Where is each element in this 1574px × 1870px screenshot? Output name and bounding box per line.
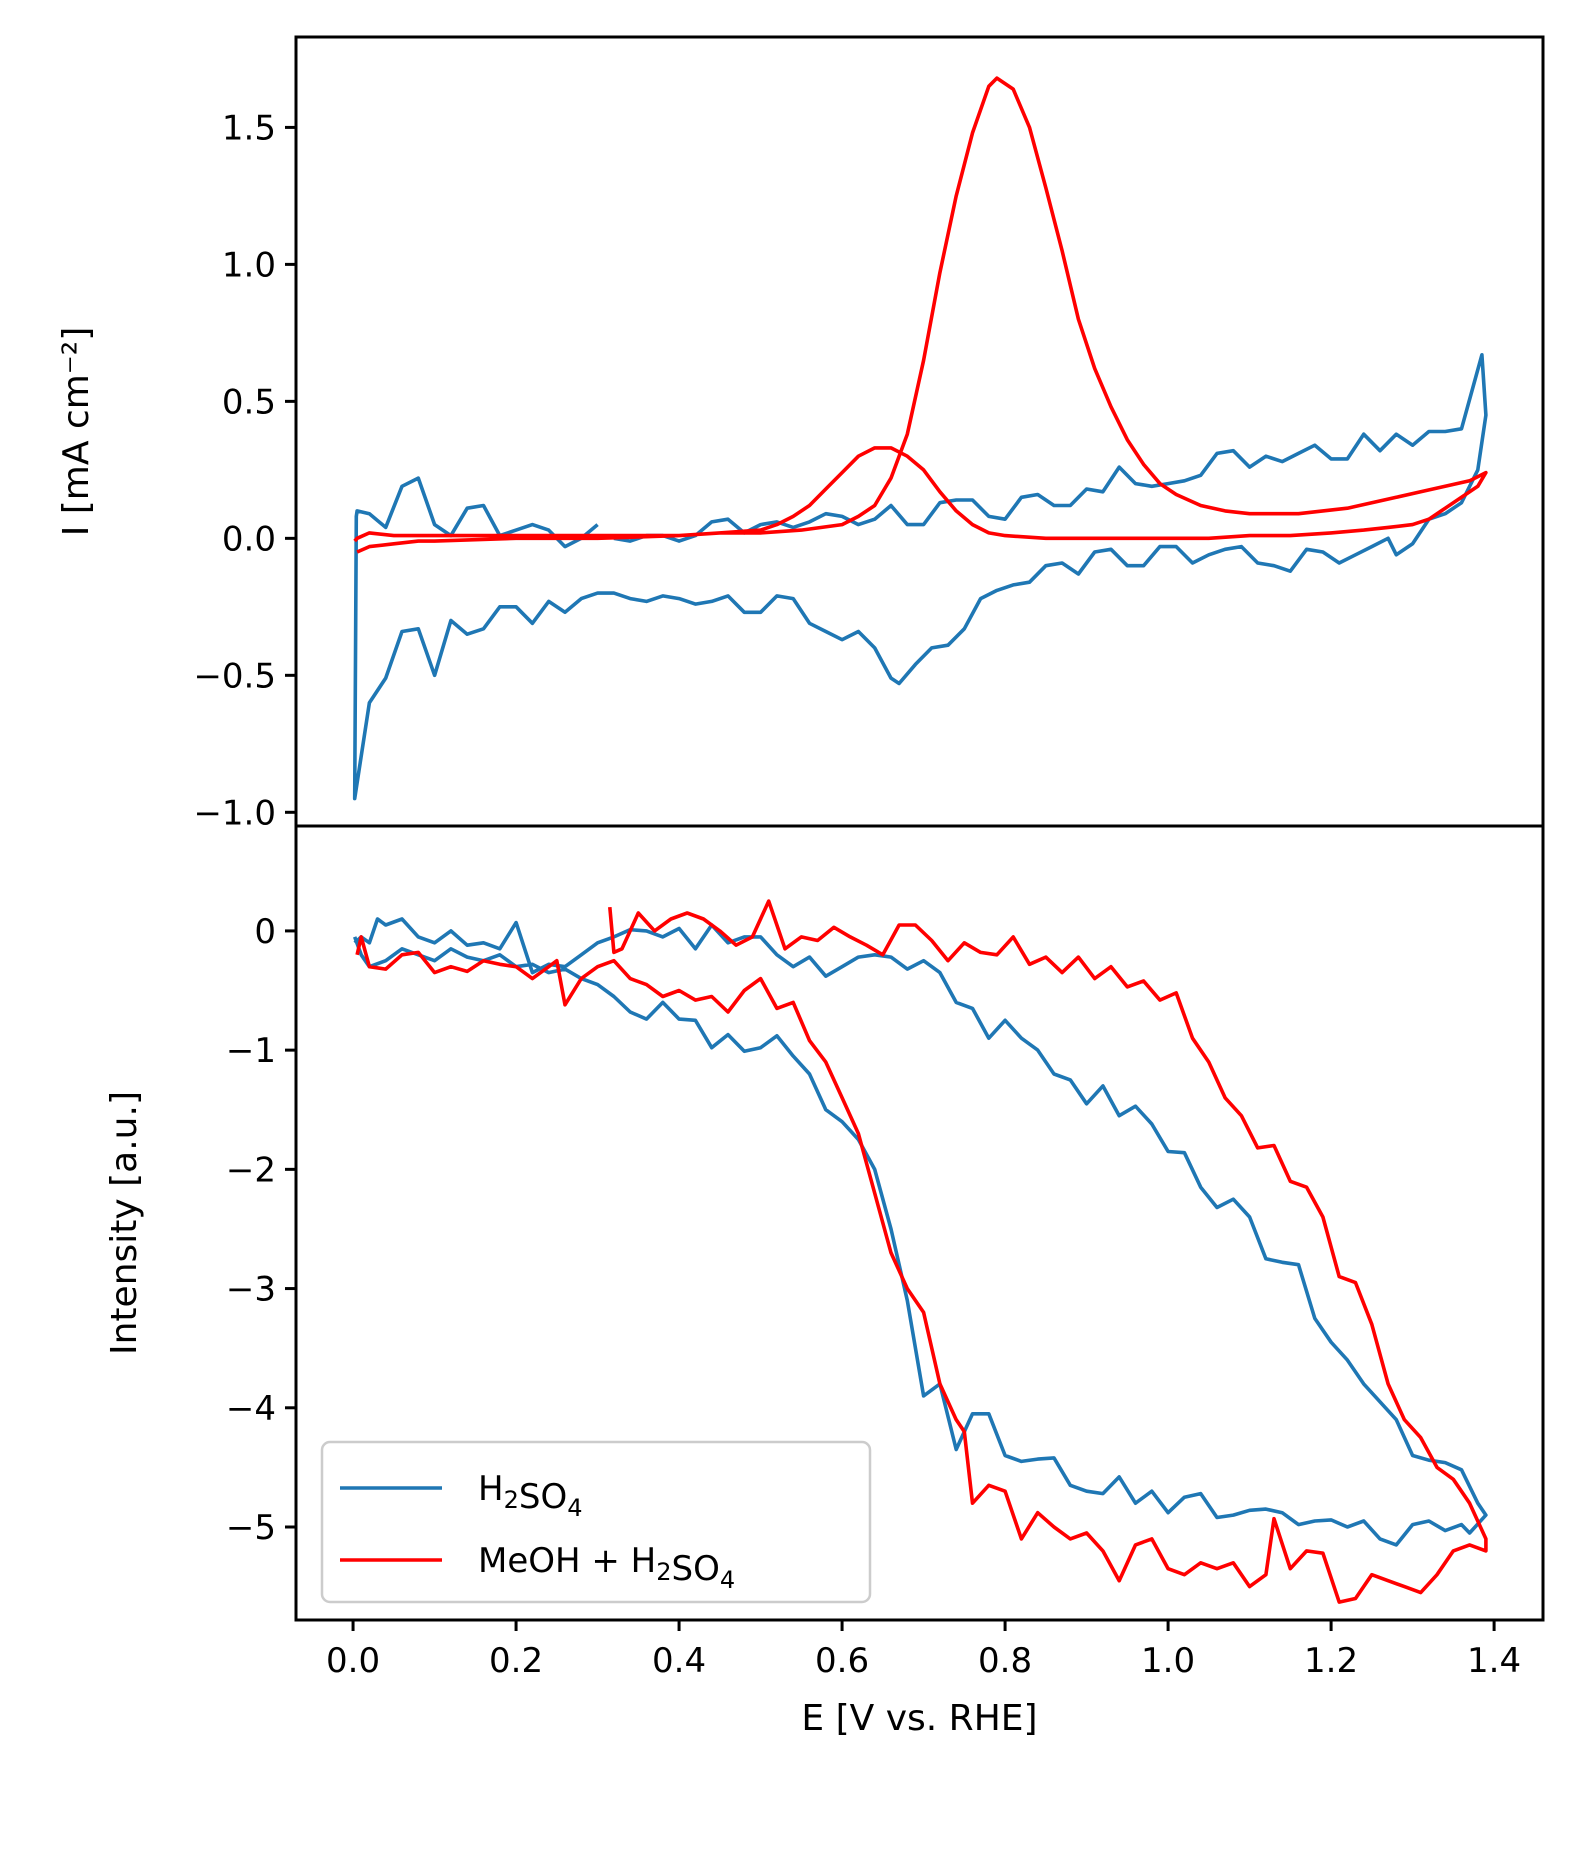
bottom-y-ticks: −5 −4 −3 −2 −1 0 — [226, 912, 296, 1548]
legend: H2SO4 MeOH + H2SO4 — [320, 1440, 872, 1604]
x-tick-label: 0.8 — [978, 1641, 1032, 1681]
top-curves — [352, 76, 1488, 801]
x-axis-label: E [V vs. RHE] — [801, 1698, 1037, 1739]
bottom-y-tick-label: 0 — [254, 912, 276, 952]
top-panel-current: −1.0 −0.5 0.0 0.5 1.0 1.5 I [mA cm⁻²] — [56, 35, 1545, 833]
bottom-y-tick-label: −5 — [226, 1508, 276, 1548]
legend-box — [320, 1440, 872, 1604]
top-y-tick-label: −1.0 — [193, 793, 276, 833]
x-tick-label: 0.6 — [815, 1641, 869, 1681]
top-series-meoh-h2so4-line — [353, 76, 1488, 554]
x-tick-label: 0.0 — [326, 1641, 380, 1681]
bottom-y-tick-label: −4 — [226, 1389, 276, 1429]
x-tick-label: 0.4 — [652, 1641, 706, 1681]
bottom-y-tick-label: −1 — [226, 1031, 276, 1071]
bottom-y-axis-label: Intensity [a.u.] — [104, 1091, 145, 1355]
bottom-plot-frame — [294, 824, 1545, 1622]
top-y-tick-label: 0.5 — [222, 382, 276, 422]
top-y-tick-label: −0.5 — [193, 656, 276, 696]
bottom-x-ticks: 0.0 0.2 0.4 0.6 0.8 1.0 1.2 1.4 — [326, 1620, 1521, 1681]
top-y-ticks: −1.0 −0.5 0.0 0.5 1.0 1.5 — [193, 108, 296, 833]
top-y-tick-label: 1.0 — [222, 245, 276, 285]
bottom-series-meoh-h2so4-line — [355, 899, 1488, 1604]
x-tick-label: 0.2 — [489, 1641, 543, 1681]
bottom-curves — [353, 899, 1488, 1604]
x-tick-label: 1.2 — [1304, 1641, 1358, 1681]
top-series-h2so4-line — [352, 353, 1488, 801]
top-y-tick-label: 1.5 — [222, 108, 276, 148]
top-y-tick-label: 0.0 — [222, 519, 276, 559]
bottom-y-tick-label: −3 — [226, 1270, 276, 1310]
legend-label-h2so4: H2SO4 — [478, 1469, 582, 1522]
x-tick-label: 1.4 — [1467, 1641, 1521, 1681]
bottom-y-tick-label: −2 — [226, 1150, 276, 1190]
top-y-axis-label: I [mA cm⁻²] — [56, 327, 97, 537]
bottom-panel-intensity: −5 −4 −3 −2 −1 0 0.0 0.2 0.4 0.6 0.8 1.0 1.2 1.4 Int… — [104, 824, 1545, 1739]
bottom-series-h2so4-line — [353, 917, 1488, 1547]
x-tick-label: 1.0 — [1141, 1641, 1195, 1681]
legend-label-meoh-h2so4: MeOH + H2SO4 — [478, 1541, 735, 1594]
top-y-axis-label-text: I [mA cm⁻²] — [56, 327, 97, 537]
